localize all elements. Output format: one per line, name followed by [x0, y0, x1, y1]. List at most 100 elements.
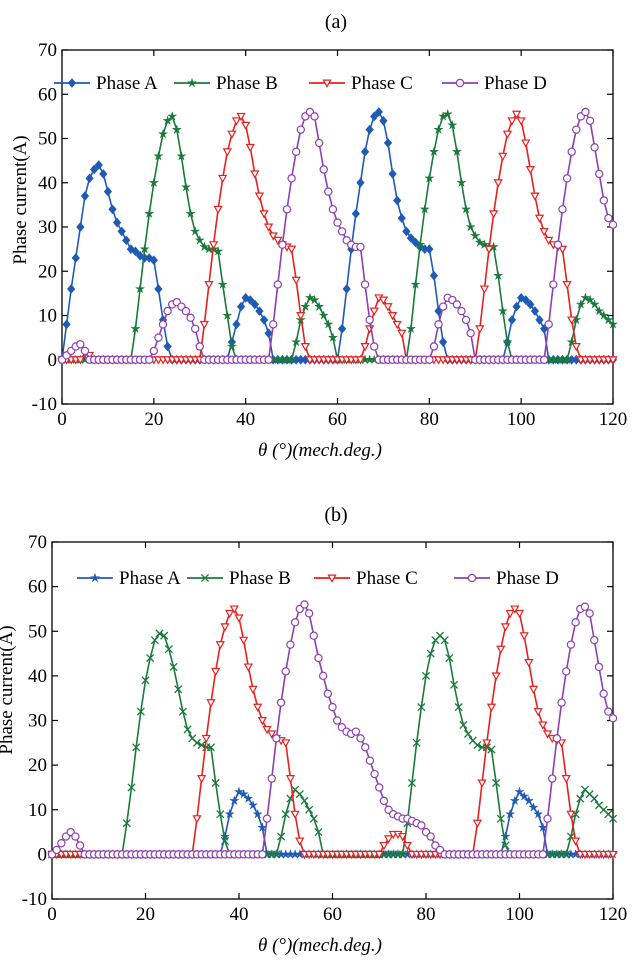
data-point: [580, 292, 591, 303]
data-point: [417, 703, 426, 712]
data-point: [267, 774, 276, 783]
data-point: [411, 237, 420, 248]
data-point: [204, 281, 214, 290]
data-point: [323, 689, 333, 698]
data-point: [327, 332, 339, 343]
data-point: [166, 110, 178, 121]
data-point: [398, 833, 408, 842]
data-point: [246, 295, 255, 305]
data-point: [197, 740, 206, 750]
data-point: [136, 707, 145, 716]
data-point: [562, 174, 572, 183]
data-point: [374, 850, 384, 860]
data-point: [267, 730, 277, 739]
data-point: [472, 819, 483, 828]
data-point: [231, 117, 242, 126]
data-point: [304, 609, 314, 618]
data-point: [190, 324, 200, 333]
data-point: [461, 315, 471, 325]
data-point: [370, 769, 379, 779]
data-point: [460, 203, 472, 214]
data-point: [233, 786, 245, 797]
data-point: [492, 778, 501, 788]
data-point: [562, 850, 571, 859]
data-point: [526, 299, 535, 310]
data-point: [163, 306, 172, 316]
data-point: [360, 342, 370, 352]
data-point: [585, 609, 594, 618]
data-point: [296, 312, 306, 321]
data-point: [370, 342, 379, 351]
data-point: [291, 147, 301, 156]
legend-label: Phase A: [119, 568, 181, 589]
data-point: [122, 819, 131, 828]
data-point: [500, 623, 511, 632]
x-tick-label: 40: [230, 904, 249, 925]
data-point: [229, 605, 239, 614]
data-point: [440, 636, 449, 645]
data-point: [590, 635, 599, 645]
data-point: [273, 236, 283, 246]
data-point: [227, 130, 237, 139]
data-point: [295, 790, 304, 799]
series-line: [61, 110, 614, 361]
data-point: [76, 340, 85, 349]
data-point: [75, 356, 85, 365]
data-point: [149, 255, 158, 266]
data-point: [71, 832, 80, 841]
data-point: [544, 320, 553, 329]
panel-b-label: (b): [324, 504, 347, 526]
data-point: [383, 138, 393, 148]
data-point: [206, 699, 216, 708]
data-point: [148, 177, 160, 188]
data-point: [457, 306, 466, 316]
data-point: [254, 192, 265, 201]
data-point: [360, 280, 370, 289]
data-point: [580, 602, 590, 611]
data-point: [406, 233, 416, 243]
data-point: [337, 227, 347, 236]
data-point: [496, 645, 506, 654]
data-point: [192, 815, 202, 824]
data-point: [581, 107, 590, 117]
y-tick-label: 10: [38, 306, 57, 327]
data-point: [236, 112, 246, 122]
data-point: [514, 786, 525, 797]
data-point: [425, 355, 434, 364]
data-point: [258, 850, 267, 859]
data-point: [145, 355, 154, 364]
legend-item-phase-c: Phase C: [314, 568, 418, 589]
data-point: [309, 814, 318, 823]
data-point: [277, 832, 286, 841]
data-point: [127, 783, 136, 792]
data-point: [300, 796, 309, 805]
data-point: [542, 730, 553, 739]
data-point: [477, 779, 487, 788]
data-point: [211, 778, 220, 788]
data-point: [328, 702, 337, 712]
data-point: [466, 329, 475, 338]
panel-a-x-axis-label: θ (°)(mech.deg.): [258, 440, 382, 461]
series-phase-a: [57, 107, 618, 365]
legend-item-phase-a: Phase A: [77, 568, 181, 589]
y-tick-label: 40: [38, 173, 57, 194]
data-point: [264, 328, 273, 339]
data-point: [464, 729, 473, 738]
legend-label: Phase C: [351, 73, 413, 94]
data-point: [445, 653, 454, 663]
data-point: [525, 165, 535, 175]
data-point: [365, 315, 374, 325]
data-point: [180, 181, 192, 192]
data-point: [154, 333, 163, 342]
data-point: [608, 356, 618, 365]
data-point: [530, 306, 540, 316]
x-tick-label: 80: [417, 904, 436, 925]
data-point: [85, 173, 94, 184]
panel-a-label: (a): [325, 11, 347, 33]
panel-a-plot-area: [61, 49, 614, 405]
data-point: [593, 305, 605, 316]
data-point: [426, 649, 435, 658]
data-point: [131, 246, 140, 257]
data-point: [557, 245, 568, 254]
